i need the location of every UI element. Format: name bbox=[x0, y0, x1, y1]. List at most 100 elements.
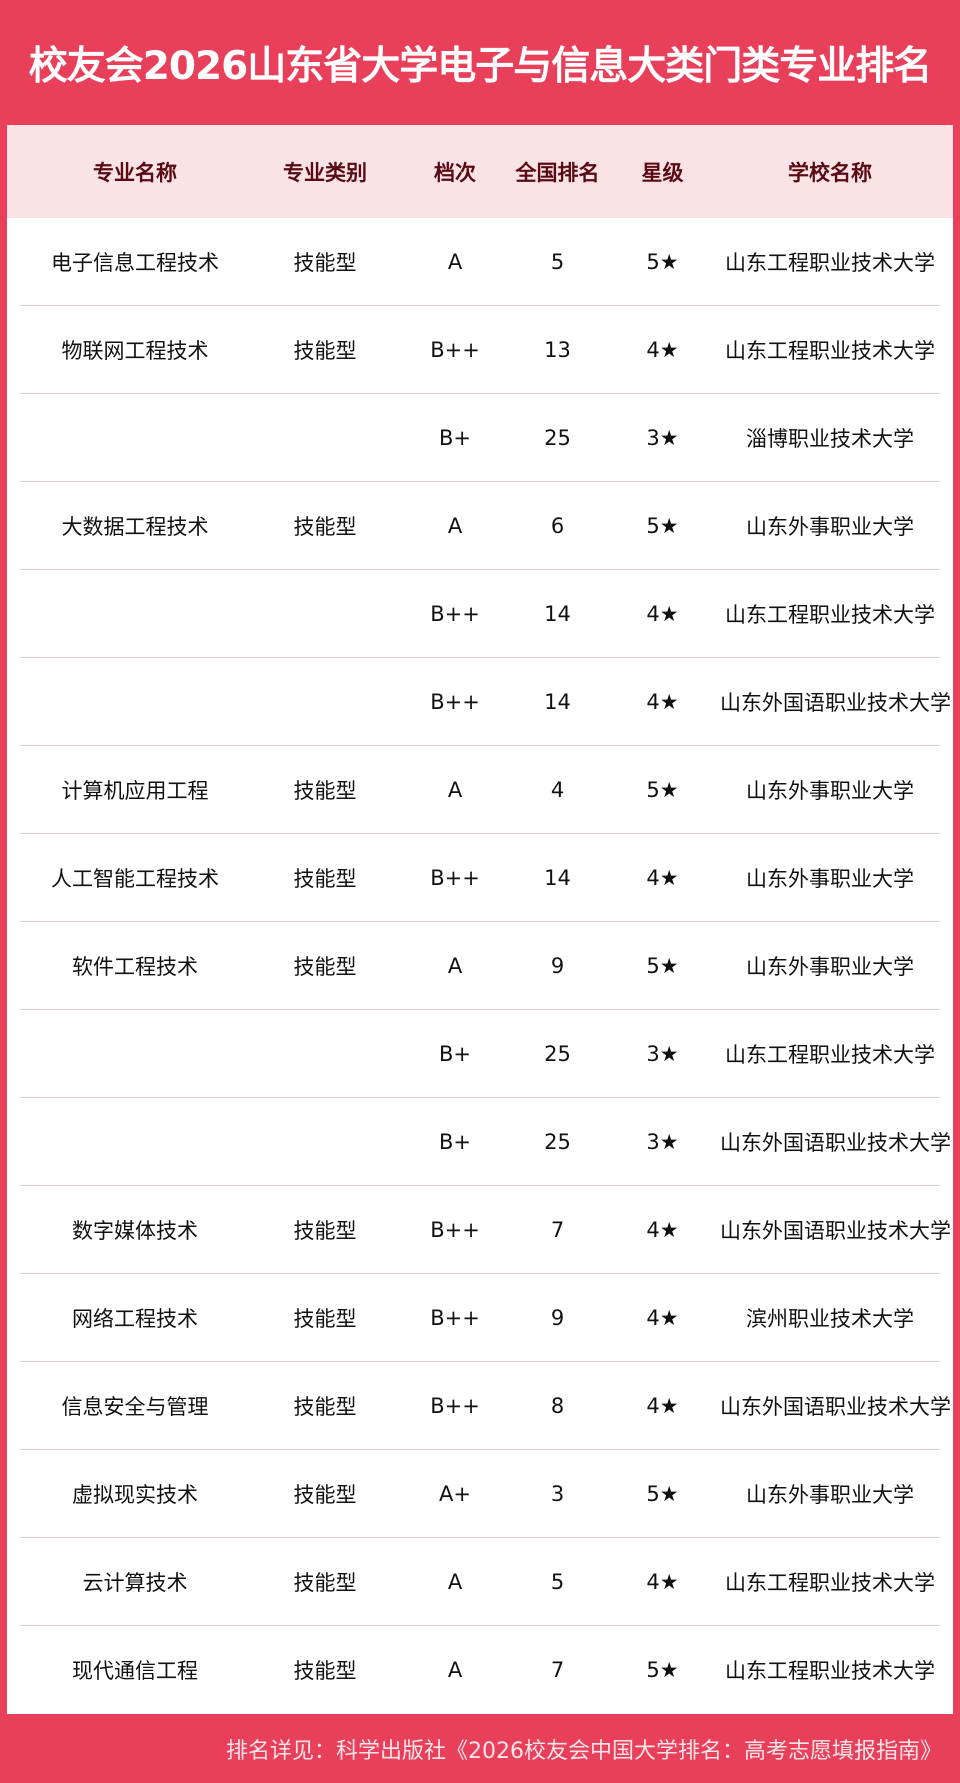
cell-school-name: 山东工程职业技术大学 bbox=[725, 602, 935, 627]
cell-star-level: 4★ bbox=[646, 1393, 679, 1418]
cell-tier: B+ bbox=[438, 1129, 471, 1154]
cell-school-name: 山东外事职业大学 bbox=[746, 866, 914, 891]
cell-school-name: 山东外事职业大学 bbox=[746, 514, 914, 539]
column-header-major-name: 专业名称 bbox=[93, 160, 177, 185]
table-row: 人工智能工程技术 技能型 B++ 14 4★ 山东外事职业大学 bbox=[20, 834, 940, 922]
cell-tier: B++ bbox=[430, 689, 480, 714]
cell-national-rank: 8 bbox=[550, 1393, 565, 1418]
cell-national-rank: 14 bbox=[544, 689, 571, 714]
cell-major-type: 技能型 bbox=[293, 250, 357, 275]
cell-tier: A bbox=[447, 249, 463, 274]
cell-tier: B++ bbox=[430, 1305, 480, 1330]
column-header-star-level: 星级 bbox=[641, 160, 684, 185]
cell-star-level: 3★ bbox=[646, 425, 679, 450]
cell-school-name: 山东外国语职业技术大学 bbox=[720, 1218, 951, 1243]
cell-major-name: 云计算技术 bbox=[82, 1570, 188, 1595]
cell-major-type: 技能型 bbox=[293, 514, 357, 539]
cell-star-level: 5★ bbox=[646, 513, 679, 538]
table-row: B+ 25 3★ 山东工程职业技术大学 bbox=[20, 1010, 940, 1098]
table-row: 软件工程技术 技能型 A 9 5★ 山东外事职业大学 bbox=[20, 922, 940, 1010]
cell-major-type: 技能型 bbox=[293, 338, 357, 363]
table-row: 数字媒体技术 技能型 B++ 7 4★ 山东外国语职业技术大学 bbox=[20, 1186, 951, 1274]
cell-major-name: 现代通信工程 bbox=[72, 1659, 198, 1683]
cell-tier: B++ bbox=[430, 1393, 480, 1418]
cell-major-type: 技能型 bbox=[293, 1218, 357, 1243]
cell-national-rank: 25 bbox=[544, 425, 571, 450]
cell-tier: B++ bbox=[430, 337, 480, 362]
page-title: 校友会2026山东省大学电子与信息大类门类专业排名 bbox=[28, 43, 933, 89]
table-header: 专业名称 专业类别 档次 全国排名 星级 学校名称 bbox=[7, 125, 953, 218]
cell-tier: A+ bbox=[439, 1481, 471, 1506]
cell-major-type: 技能型 bbox=[293, 1570, 357, 1595]
table-row: 网络工程技术 技能型 B++ 9 4★ 滨州职业技术大学 bbox=[20, 1274, 940, 1362]
cell-major-name: 计算机应用工程 bbox=[61, 778, 209, 803]
cell-tier: B++ bbox=[430, 601, 480, 626]
table-row: 电子信息工程技术 技能型 A 5 5★ 山东工程职业技术大学 bbox=[20, 218, 940, 306]
cell-national-rank: 3 bbox=[550, 1481, 565, 1506]
table-row: 现代通信工程 技能型 A 7 5★ 山东工程职业技术大学 bbox=[20, 1626, 940, 1714]
cell-major-type: 技能型 bbox=[293, 866, 357, 891]
table-row: 大数据工程技术 技能型 A 6 5★ 山东外事职业大学 bbox=[20, 482, 940, 570]
cell-star-level: 5★ bbox=[646, 953, 679, 978]
cell-national-rank: 6 bbox=[550, 513, 565, 538]
cell-school-name: 山东工程职业技术大学 bbox=[725, 250, 935, 275]
cell-star-level: 4★ bbox=[646, 1305, 679, 1330]
cell-tier: A bbox=[447, 777, 463, 802]
table-row: B+ 25 3★ 淄博职业技术大学 bbox=[20, 394, 940, 482]
cell-major-name: 人工智能工程技术 bbox=[51, 866, 219, 891]
cell-national-rank: 7 bbox=[550, 1658, 565, 1682]
cell-national-rank: 4 bbox=[550, 777, 565, 802]
cell-star-level: 4★ bbox=[646, 689, 679, 714]
cell-national-rank: 5 bbox=[550, 1569, 565, 1594]
table-row: 计算机应用工程 技能型 A 4 5★ 山东外事职业大学 bbox=[20, 746, 940, 834]
cell-star-level: 4★ bbox=[646, 1217, 679, 1242]
column-header-tier: 档次 bbox=[434, 160, 476, 185]
cell-tier: A bbox=[447, 513, 463, 538]
cell-national-rank: 25 bbox=[544, 1041, 571, 1066]
cell-major-type: 技能型 bbox=[293, 1306, 357, 1331]
table-row: B++ 14 4★ 山东外国语职业技术大学 bbox=[20, 658, 951, 746]
cell-star-level: 5★ bbox=[646, 1658, 679, 1682]
cell-school-name: 山东外国语职业技术大学 bbox=[720, 1394, 951, 1419]
cell-school-name: 山东外事职业大学 bbox=[746, 778, 914, 803]
cell-school-name: 山东工程职业技术大学 bbox=[725, 1042, 935, 1067]
cell-national-rank: 9 bbox=[550, 953, 565, 978]
cell-tier: B+ bbox=[438, 425, 471, 450]
cell-star-level: 5★ bbox=[646, 249, 679, 274]
cell-tier: A bbox=[447, 953, 463, 978]
cell-tier: A bbox=[447, 1658, 463, 1682]
cell-national-rank: 9 bbox=[550, 1305, 565, 1330]
cell-school-name: 山东工程职业技术大学 bbox=[725, 338, 935, 363]
cell-school-name: 滨州职业技术大学 bbox=[746, 1306, 914, 1331]
table-row: 虚拟现实技术 技能型 A+ 3 5★ 山东外事职业大学 bbox=[20, 1450, 940, 1538]
cell-national-rank: 13 bbox=[544, 337, 571, 362]
cell-school-name: 山东外国语职业技术大学 bbox=[720, 1130, 951, 1155]
cell-major-name: 大数据工程技术 bbox=[61, 514, 209, 539]
column-header-major-type: 专业类别 bbox=[283, 160, 367, 185]
table-body: 电子信息工程技术 技能型 A 5 5★ 山东工程职业技术大学 物联网工程技术 技能型 B++ 13… bbox=[7, 218, 953, 1714]
table-row: B+ 25 3★ 山东外国语职业技术大学 bbox=[20, 1098, 951, 1186]
cell-major-name: 软件工程技术 bbox=[72, 954, 198, 979]
cell-major-name: 数字媒体技术 bbox=[72, 1218, 198, 1243]
cell-national-rank: 14 bbox=[544, 601, 571, 626]
column-header-school-name: 学校名称 bbox=[788, 160, 872, 185]
cell-tier: B++ bbox=[430, 865, 480, 890]
table-row: 信息安全与管理 技能型 B++ 8 4★ 山东外国语职业技术大学 bbox=[20, 1362, 951, 1450]
cell-tier: B++ bbox=[430, 1217, 480, 1242]
cell-national-rank: 25 bbox=[544, 1129, 571, 1154]
cell-major-type: 技能型 bbox=[293, 1659, 357, 1683]
cell-school-name: 山东工程职业技术大学 bbox=[725, 1570, 935, 1595]
cell-major-type: 技能型 bbox=[293, 1482, 357, 1507]
cell-star-level: 3★ bbox=[646, 1041, 679, 1066]
cell-star-level: 4★ bbox=[646, 865, 679, 890]
table-row: B++ 14 4★ 山东工程职业技术大学 bbox=[20, 570, 940, 658]
cell-star-level: 3★ bbox=[646, 1129, 679, 1154]
cell-star-level: 4★ bbox=[646, 1569, 679, 1594]
cell-major-name: 物联网工程技术 bbox=[61, 338, 209, 363]
cell-star-level: 5★ bbox=[646, 1481, 679, 1506]
cell-national-rank: 7 bbox=[550, 1217, 565, 1242]
cell-tier: B+ bbox=[438, 1041, 471, 1066]
cell-tier: A bbox=[447, 1569, 463, 1594]
cell-major-type: 技能型 bbox=[293, 778, 357, 803]
cell-major-name: 虚拟现实技术 bbox=[72, 1482, 198, 1507]
